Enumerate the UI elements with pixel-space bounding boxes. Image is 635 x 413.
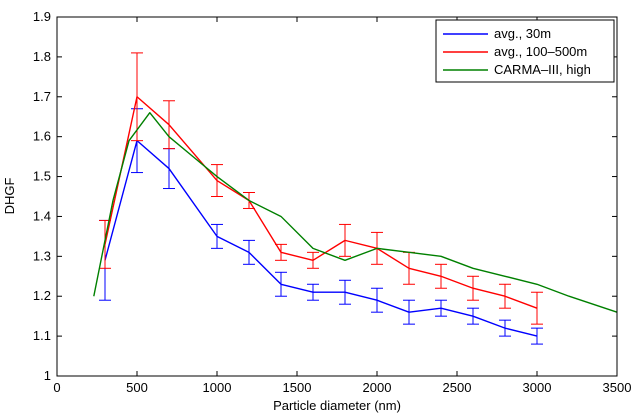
series-line-2 — [93, 112, 618, 313]
x-tick-label: 500 — [126, 380, 148, 395]
x-axis-title: Particle diameter (nm) — [273, 398, 401, 413]
x-tick-label: 3500 — [603, 380, 632, 395]
y-tick-label: 1.2 — [33, 288, 51, 303]
series-group-2 — [93, 112, 618, 313]
y-tick-label: 1 — [44, 368, 51, 383]
axes-layer: 0 500 1000 1500 2000 2500 3000 3500 1 1.1 1.2 1.3 1.… — [33, 9, 632, 395]
x-tick-label: 2500 — [443, 380, 472, 395]
x-tick-label: 2000 — [363, 380, 392, 395]
series-line-0 — [104, 139, 538, 337]
series-line-1 — [104, 96, 538, 309]
x-tick-label: 1500 — [283, 380, 312, 395]
y-tick-label: 1.1 — [33, 328, 51, 343]
x-tick-label: 1000 — [203, 380, 232, 395]
y-tick-label: 1.9 — [33, 9, 51, 24]
plot-frame — [56, 16, 618, 377]
x-tick-label: 0 — [53, 380, 60, 395]
y-tick-label: 1.4 — [33, 208, 51, 223]
y-tick-label: 1.8 — [33, 49, 51, 64]
series-group-0 — [99, 108, 543, 345]
legend-label: CARMA–III, high — [494, 62, 591, 77]
plot-layer — [93, 52, 618, 345]
y-tick-label: 1.3 — [33, 248, 51, 263]
legend-label: avg., 100–500m — [494, 44, 587, 59]
legend-label: avg., 30m — [494, 26, 551, 41]
legend-box — [435, 19, 615, 83]
y-tick-label: 1.6 — [33, 129, 51, 144]
y-tick-label: 1.5 — [33, 169, 51, 184]
chart-legend: avg., 30m avg., 100–500m CARMA–III, high — [435, 19, 615, 83]
y-tick-label: 1.7 — [33, 89, 51, 104]
x-tick-label: 3000 — [523, 380, 552, 395]
y-axis-title: DHGF — [2, 178, 17, 215]
